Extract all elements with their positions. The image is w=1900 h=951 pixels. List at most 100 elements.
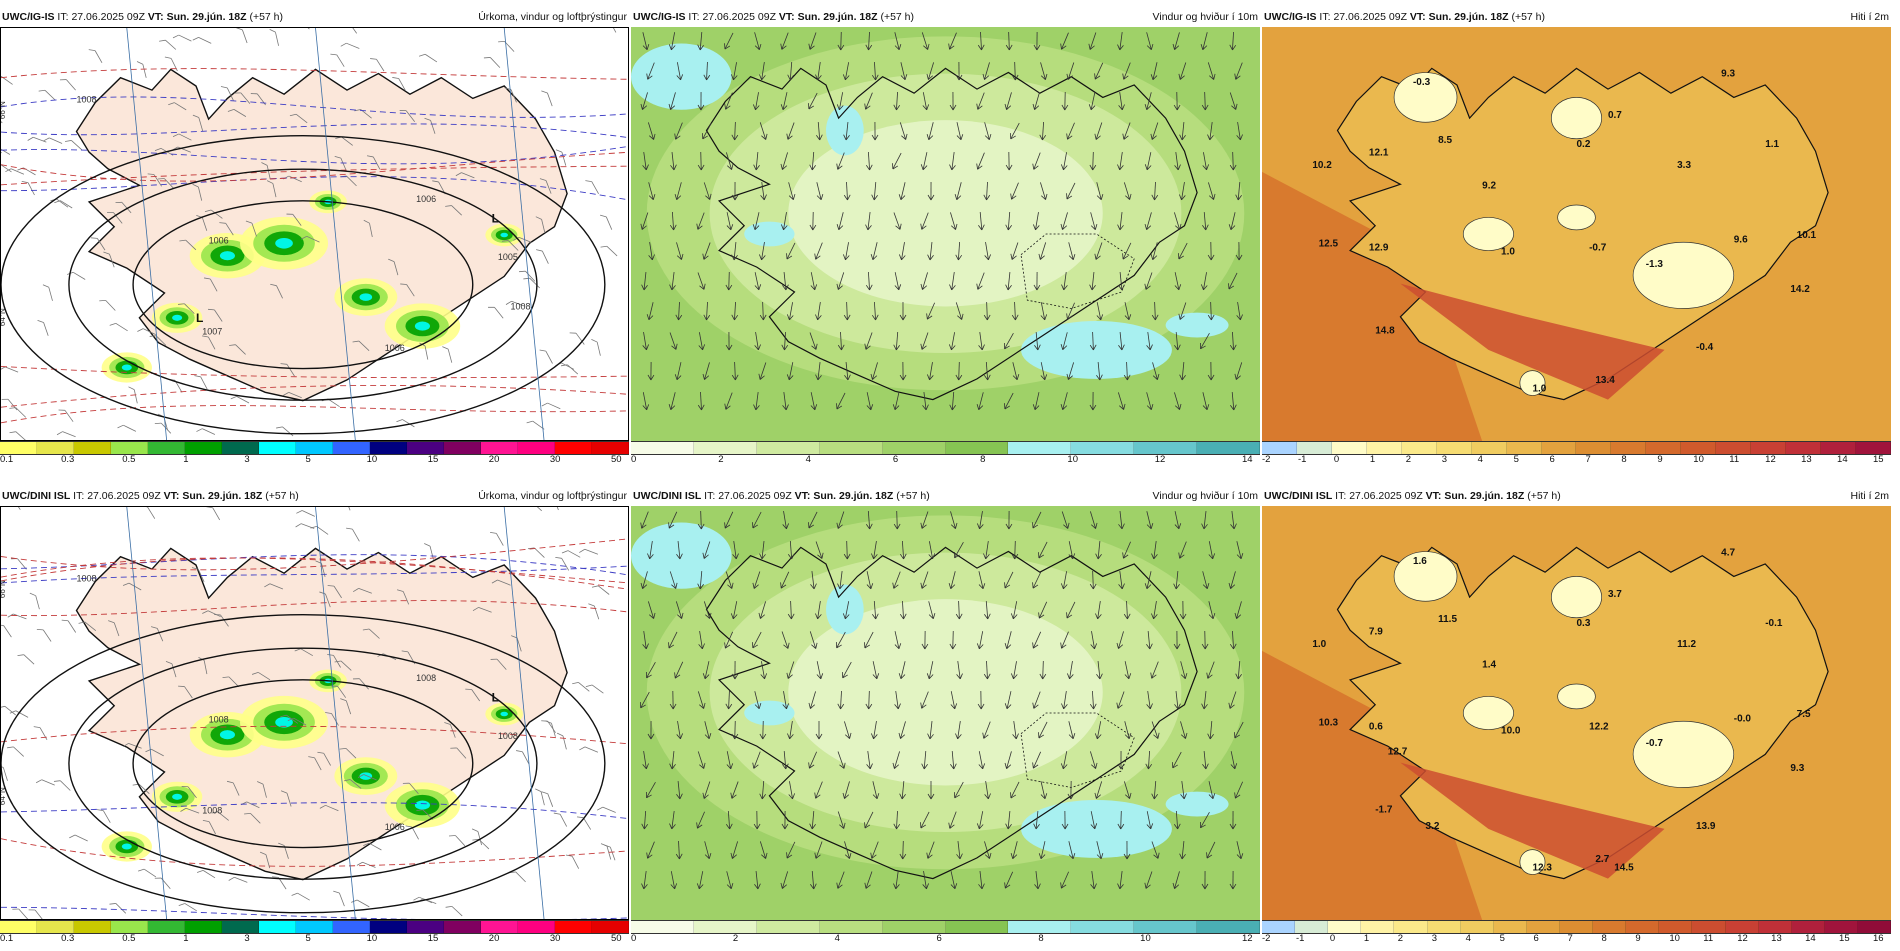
colorbar-swatch [946, 921, 1009, 933]
lead-time: (+57 h) [896, 490, 930, 502]
temperature-label: 7.5 [1797, 709, 1811, 720]
colorbar-tick-label: 10 [1140, 933, 1151, 945]
colorbar-swatch [1328, 921, 1361, 933]
colorbar-swatch [1692, 921, 1725, 933]
colorbar-swatch [883, 442, 946, 454]
colorbar-tick-label: 50 [611, 933, 622, 945]
temperature-label: 14.5 [1614, 862, 1634, 873]
colorbar-swatch [1858, 921, 1891, 933]
it-value: 27.06.2025 09Z [87, 490, 161, 502]
temperature-label: 11.2 [1677, 639, 1696, 650]
it-label: IT: [688, 11, 699, 23]
it-value: 27.06.2025 09Z [1333, 11, 1407, 23]
colorbar-swatch [1332, 442, 1367, 454]
temperature-label: -0.0 [1734, 713, 1752, 724]
colorbar-swatch [1542, 442, 1577, 454]
vt-label: VT: [795, 490, 811, 502]
colorbar-tick-label: 12 [1155, 454, 1166, 466]
temperature-label: 9.3 [1721, 69, 1735, 80]
temperature-label: -0.7 [1589, 243, 1607, 254]
colorbar-swatch [694, 442, 757, 454]
panel-header: UWC/IG-IS IT: 27.06.2025 09Z VT: Sun. 29… [1264, 10, 1889, 24]
temperature-label: 9.6 [1734, 234, 1748, 245]
temperature-label: 14.8 [1375, 325, 1395, 336]
colorbar-swatch [185, 442, 222, 454]
map-panel-wind: UWC/DINI ISL IT: 27.06.2025 09Z VT: Sun.… [631, 487, 1260, 951]
gust-area [826, 106, 864, 156]
colorbar-swatch [946, 442, 1009, 454]
colorbar-swatch [518, 442, 555, 454]
colorbar-swatch [1134, 921, 1197, 933]
colorbar-tick-label: 10 [1669, 933, 1680, 945]
colorbar-swatch [259, 921, 296, 933]
it-value: 27.06.2025 09Z [718, 490, 792, 502]
temperature-label: 1.1 [1765, 139, 1779, 150]
colorbar-swatch [757, 442, 820, 454]
panel-title: Vindur og hviður í 10m [1153, 10, 1258, 24]
colorbar-swatch [407, 442, 444, 454]
model-name: UWC/DINI ISL [1264, 490, 1332, 502]
colorbar-tick-label: 5 [306, 933, 311, 945]
low-pressure-center: L [492, 691, 499, 705]
colorbar-swatch [333, 442, 370, 454]
colorbar-swatch [1361, 921, 1394, 933]
temperature-label: 9.3 [1790, 763, 1804, 774]
model-name: UWC/IG-IS [633, 11, 686, 23]
colorbar-tick-label: 13 [1801, 454, 1812, 466]
colorbar-swatch [222, 921, 259, 933]
temperature-label: 1.0 [1501, 247, 1515, 258]
colorbar-swatch [1560, 921, 1593, 933]
temperature-label: 1.6 [1413, 556, 1427, 567]
map-panel-temp: UWC/IG-IS IT: 27.06.2025 09Z VT: Sun. 29… [1262, 8, 1891, 472]
precip-area [415, 801, 430, 810]
glacier-cold-area [1463, 217, 1513, 250]
it-value: 27.06.2025 09Z [71, 11, 145, 23]
colorbar-swatch [1759, 921, 1792, 933]
it-label: IT: [73, 490, 84, 502]
latitude-label: 66°N [1, 101, 7, 119]
colorbar-swatch [1786, 442, 1821, 454]
temperature-label: 10.1 [1797, 230, 1817, 241]
colorbar-tick-label: 8 [1038, 933, 1043, 945]
gust-area [1166, 792, 1229, 817]
glacier-cold-area [1551, 576, 1601, 617]
gust-area [1166, 313, 1229, 338]
temperature-label: 7.9 [1369, 626, 1383, 637]
colorbar-swatch [333, 921, 370, 933]
map-panel-temp: UWC/DINI ISL IT: 27.06.2025 09Z VT: Sun.… [1262, 487, 1891, 951]
colorbar-tick-label: 2 [733, 933, 738, 945]
colorbar-swatch [185, 921, 222, 933]
gust-area [1021, 321, 1172, 379]
colorbar-swatch [592, 921, 629, 933]
vt-label: VT: [1410, 11, 1426, 23]
colorbar-swatch [820, 442, 883, 454]
colorbar-swatch [1367, 442, 1402, 454]
map-canvas [631, 27, 1260, 441]
colorbar-swatch [1437, 442, 1472, 454]
gust-area [1021, 800, 1172, 858]
colorbar-swatch [1751, 442, 1786, 454]
colorbar-tick-label: 15 [1839, 933, 1850, 945]
isobar-label: 1008 [510, 302, 530, 312]
gust-area [631, 44, 732, 110]
lead-time: (+57 h) [1511, 11, 1545, 23]
colorbar-tick-label: 0.1 [0, 933, 13, 945]
temperature-label: 12.5 [1319, 238, 1339, 249]
glacier-cold-area [1551, 97, 1601, 138]
vt-value: Sun. 29.jún. 18Z [167, 11, 247, 23]
vt-value: Sun. 29.jún. 18Z [813, 490, 893, 502]
colorbar-swatch [0, 442, 37, 454]
colorbar-swatch [1527, 921, 1560, 933]
colorbar-swatch [148, 442, 185, 454]
colorbar-tick-label: 15 [428, 454, 439, 466]
colorbar-tick-label: 7 [1568, 933, 1573, 945]
latitude-label: 64°N [1, 308, 7, 326]
colorbar [0, 920, 629, 934]
temperature-label: -1.7 [1375, 804, 1393, 815]
colorbar-tick-label: 14 [1837, 454, 1848, 466]
gust-area [826, 585, 864, 635]
temperature-label: 12.2 [1589, 722, 1609, 733]
